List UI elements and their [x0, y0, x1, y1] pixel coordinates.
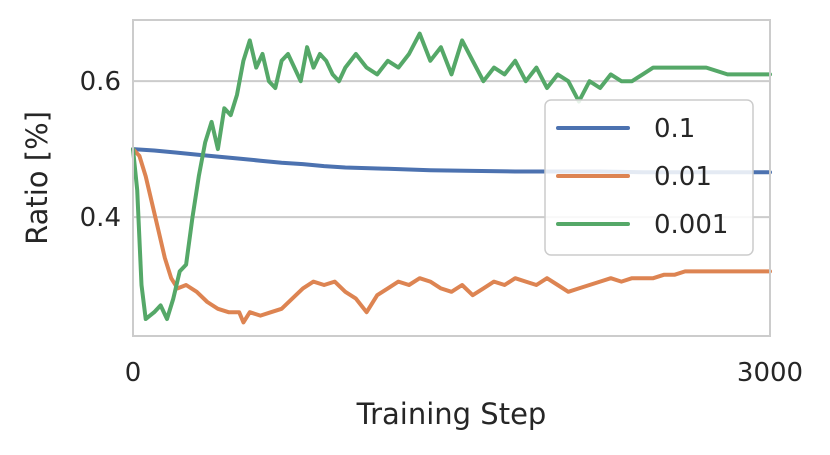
- legend-label: 0.1: [654, 114, 695, 144]
- x-tick-label: 0: [125, 358, 142, 388]
- y-tick-label: 0.4: [80, 203, 121, 233]
- legend-label: 0.001: [654, 210, 728, 240]
- y-tick-labels: 0.4 0.6: [80, 67, 121, 233]
- x-axis-label: Training Step: [356, 397, 547, 431]
- legend-box: [544, 99, 754, 256]
- legend: 0.1 0.01 0.001: [544, 99, 754, 256]
- y-tick-label: 0.6: [80, 67, 121, 97]
- series-line-2: [131, 31, 772, 321]
- plot-frame: [132, 19, 771, 337]
- legend-label: 0.01: [654, 162, 712, 192]
- x-tick-labels: 0 3000: [125, 358, 803, 388]
- y-axis-label: Ratio [%]: [20, 111, 54, 245]
- series-line-1: [131, 147, 772, 325]
- x-tick-label: 3000: [737, 358, 803, 388]
